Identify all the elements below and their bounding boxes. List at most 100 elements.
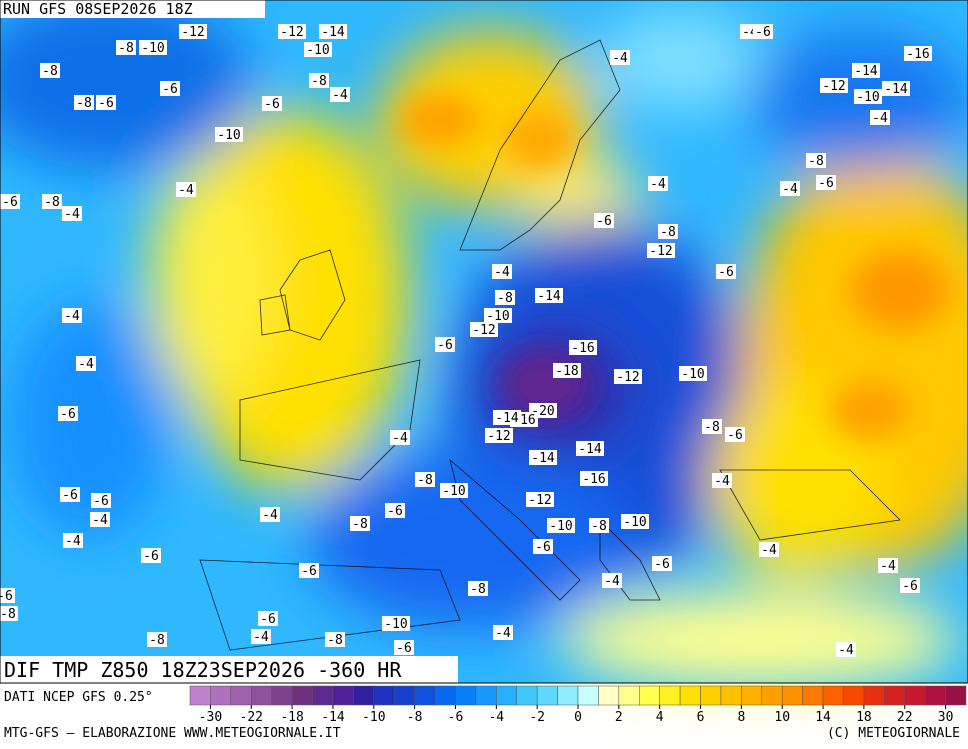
label-box xyxy=(495,290,515,305)
tick-label: 4 xyxy=(656,710,664,725)
contour-label: -8 xyxy=(311,74,327,89)
tick-label: -2 xyxy=(529,710,545,725)
label-box xyxy=(904,46,932,61)
contour-label: -10 xyxy=(623,515,646,530)
contour-label: -6 xyxy=(0,589,13,604)
label-box xyxy=(96,95,116,110)
contour-label: -6 xyxy=(437,338,453,353)
contour-label: -4 xyxy=(880,559,896,574)
label-box xyxy=(621,514,649,529)
label-box xyxy=(40,63,60,78)
contour-label: -10 xyxy=(856,90,879,105)
color-swatch xyxy=(822,685,844,706)
contour-label: -10 xyxy=(549,519,572,534)
contour-label: -4 xyxy=(494,265,510,280)
label-box xyxy=(330,87,350,102)
label-box xyxy=(759,542,779,557)
label-box xyxy=(394,640,414,655)
color-swatch xyxy=(475,685,497,706)
label-box xyxy=(91,493,111,508)
label-box xyxy=(58,406,78,421)
contour-label: -4 xyxy=(64,207,80,222)
label-box xyxy=(258,611,278,626)
color-swatch xyxy=(781,685,803,706)
contour-label: -4 xyxy=(92,513,108,528)
label-box xyxy=(679,366,707,381)
contour-label: -6 xyxy=(902,579,918,594)
contour-label: -4 xyxy=(262,508,278,523)
label-box xyxy=(74,95,94,110)
color-swatch xyxy=(189,685,211,706)
tick-label: -30 xyxy=(199,710,222,725)
contour-label: -6 xyxy=(387,504,403,519)
color-swatch xyxy=(291,685,313,706)
color-swatch xyxy=(230,685,252,706)
contour-label: -14 xyxy=(854,64,878,79)
label-box xyxy=(0,194,20,209)
tick-label: -10 xyxy=(362,710,385,725)
label-box xyxy=(468,581,488,596)
label-box xyxy=(652,556,672,571)
contour-label: -6 xyxy=(143,549,159,564)
label-box xyxy=(62,308,82,323)
contour-label: -6 xyxy=(727,428,743,443)
contour-label: -4 xyxy=(650,177,666,192)
label-box xyxy=(614,369,642,384)
tick-label: -22 xyxy=(240,710,263,725)
label-box xyxy=(647,243,675,258)
label-box xyxy=(350,516,370,531)
label-box xyxy=(820,78,848,93)
label-box xyxy=(485,428,513,443)
label-box xyxy=(602,573,622,588)
contour-label: -8 xyxy=(0,607,16,622)
color-swatch xyxy=(210,685,232,706)
contour-label: -14 xyxy=(321,25,345,40)
color-swatch xyxy=(802,685,824,706)
label-box xyxy=(470,322,498,337)
label-box xyxy=(702,419,722,434)
contour-label: -10 xyxy=(306,43,329,58)
label-box xyxy=(854,89,882,104)
label-box xyxy=(415,472,435,487)
label-box xyxy=(299,563,319,578)
color-swatch xyxy=(945,685,967,706)
color-swatch xyxy=(434,685,456,706)
contour-label: -6 xyxy=(62,488,78,503)
contour-label: -8 xyxy=(327,633,343,648)
tick-label: 22 xyxy=(897,710,913,725)
label-box xyxy=(493,625,513,640)
color-swatch xyxy=(884,685,905,706)
label-box xyxy=(60,487,80,502)
label-box xyxy=(852,63,880,78)
color-swatch xyxy=(455,685,477,706)
color-swatch xyxy=(536,685,558,706)
label-box xyxy=(176,182,196,197)
color-swatch xyxy=(271,685,293,706)
label-box xyxy=(594,213,614,228)
contour-label: -8 xyxy=(44,195,60,210)
contour-label: -4 xyxy=(604,574,620,589)
label-box xyxy=(878,558,898,573)
contour-label: -8 xyxy=(808,154,824,169)
contour-label: -4 xyxy=(392,431,408,446)
contour-label: -8 xyxy=(704,420,720,435)
tick-label: 6 xyxy=(697,710,705,725)
label-box xyxy=(251,629,271,644)
color-swatch xyxy=(312,685,334,706)
contour-label: -6 xyxy=(818,176,834,191)
contour-label: -4 xyxy=(78,357,94,372)
label-box xyxy=(90,512,110,527)
contour-label: -4 xyxy=(782,182,798,197)
label-box xyxy=(260,507,280,522)
label-box xyxy=(535,288,563,303)
color-swatch xyxy=(863,685,885,706)
run-label: RUN GFS 08SEP2026 18Z xyxy=(3,0,193,18)
contour-label: -14 xyxy=(495,411,519,426)
contour-labels: -12-8 -10-12 -14-10-4-6-4 -16-8 -14-8-4-12 -1… xyxy=(0,24,932,658)
label-box xyxy=(435,337,455,352)
contour-label: -8 xyxy=(591,519,607,534)
contour-label: -6 xyxy=(535,540,551,555)
contour-label: -8 xyxy=(352,517,368,532)
header-box xyxy=(0,0,265,18)
